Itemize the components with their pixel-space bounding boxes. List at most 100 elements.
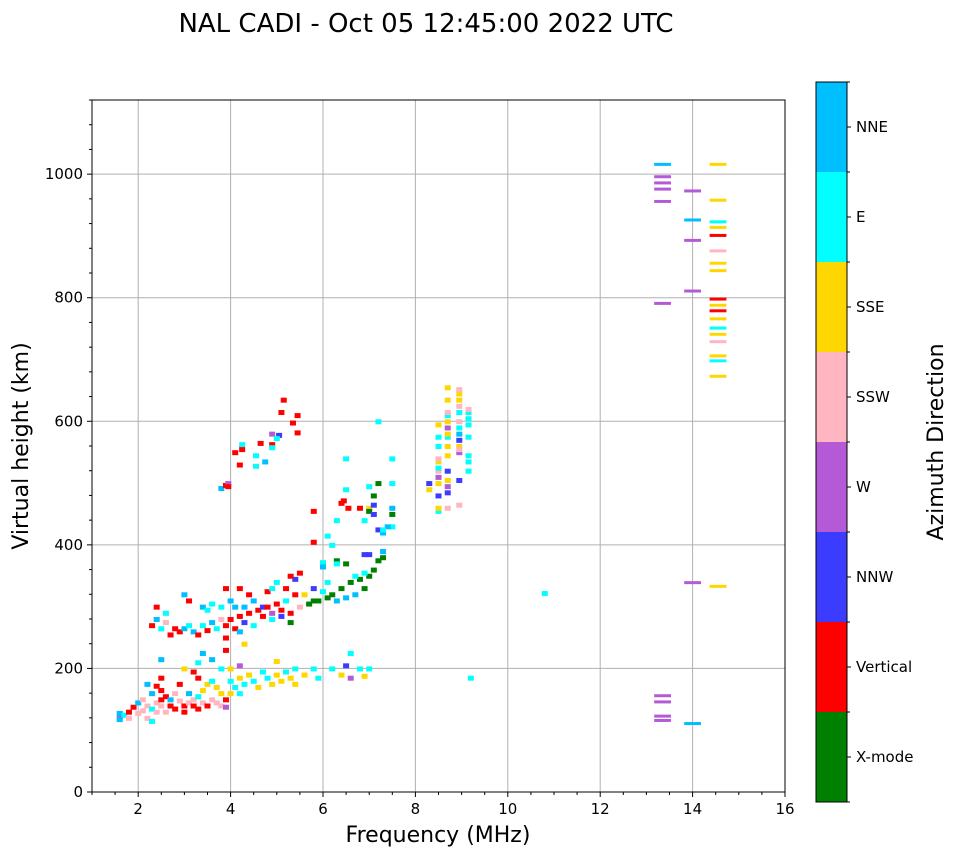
echo-point xyxy=(232,604,239,610)
echo-point xyxy=(329,666,336,672)
echo-point xyxy=(435,456,442,462)
echo-point xyxy=(222,697,229,703)
echo-point xyxy=(456,447,463,453)
echo-point xyxy=(444,397,451,403)
echo-point xyxy=(144,715,151,721)
echo-point xyxy=(324,579,331,585)
echo-point xyxy=(435,444,442,449)
echo-point xyxy=(167,697,174,703)
echo-point xyxy=(259,613,266,619)
colorbar-segment xyxy=(816,82,847,172)
x-tick-label: 16 xyxy=(775,800,794,818)
echo-point xyxy=(709,225,727,229)
echo-point xyxy=(356,576,363,582)
echo-point xyxy=(709,354,727,358)
echo-point xyxy=(172,706,179,712)
colorbar: X-mode Vertical NNW W SSW SSE E NNE xyxy=(815,81,913,803)
echo-point xyxy=(444,385,451,391)
echo-point xyxy=(181,592,188,598)
echo-point xyxy=(465,416,472,422)
echo-point xyxy=(444,425,451,431)
echo-point xyxy=(259,669,266,675)
echo-point xyxy=(181,666,188,672)
echo-point xyxy=(301,592,308,598)
echo-point xyxy=(310,539,317,545)
echo-point xyxy=(195,706,202,712)
echo-point xyxy=(144,681,151,687)
echo-point xyxy=(444,410,451,416)
echo-point xyxy=(709,198,727,202)
echo-point xyxy=(456,387,463,393)
echo-point xyxy=(253,463,260,469)
colorbar-segment xyxy=(816,532,847,622)
echo-point xyxy=(375,419,382,425)
echo-point xyxy=(709,584,727,588)
echo-point xyxy=(190,703,197,709)
echo-point xyxy=(456,397,463,403)
echo-point xyxy=(435,508,442,514)
echo-point xyxy=(709,332,727,336)
echo-point xyxy=(269,617,276,622)
echo-point xyxy=(213,684,220,690)
echo-point xyxy=(456,410,463,416)
echo-point xyxy=(310,666,317,672)
echo-point xyxy=(172,626,179,632)
echo-point xyxy=(370,567,377,573)
echo-point xyxy=(684,218,702,222)
echo-point xyxy=(116,717,123,723)
chart-title: NAL CADI - Oct 05 12:45:00 2022 UTC xyxy=(178,9,673,39)
echo-point xyxy=(356,505,363,511)
echo-point xyxy=(199,650,206,656)
echo-point xyxy=(465,406,472,412)
echo-point xyxy=(456,437,463,443)
echo-point xyxy=(269,586,276,592)
echo-point xyxy=(370,511,377,517)
echo-point xyxy=(278,678,285,684)
echo-point xyxy=(375,481,382,487)
echo-point xyxy=(199,688,206,694)
echo-point xyxy=(352,592,359,598)
x-tick-label: 14 xyxy=(683,800,702,818)
echo-point xyxy=(181,703,188,709)
echo-point xyxy=(329,542,336,548)
echo-point xyxy=(310,586,317,592)
echo-point xyxy=(149,706,156,712)
echo-point xyxy=(158,697,165,703)
echo-point xyxy=(190,629,197,635)
echo-point xyxy=(444,477,451,483)
y-tick-label: 400 xyxy=(54,536,83,554)
echo-point xyxy=(241,604,248,610)
echo-point xyxy=(435,459,442,465)
echo-point xyxy=(654,181,671,185)
echo-point xyxy=(283,586,290,592)
echo-point xyxy=(204,681,211,687)
colorbar-segment xyxy=(816,262,847,352)
echo-point xyxy=(370,493,377,499)
echo-point xyxy=(167,703,174,709)
echo-point xyxy=(209,601,216,607)
echo-point xyxy=(444,505,451,511)
echo-point xyxy=(241,641,248,647)
echo-point xyxy=(380,549,387,555)
x-tick-label: 8 xyxy=(411,800,421,818)
colorbar-segment xyxy=(816,172,847,262)
echo-point xyxy=(333,558,340,564)
echo-point xyxy=(149,623,156,629)
echo-point xyxy=(456,444,463,449)
echo-point xyxy=(444,468,451,474)
echo-point xyxy=(435,422,442,428)
echo-point xyxy=(389,505,396,511)
echo-point xyxy=(709,162,727,166)
echo-point xyxy=(435,493,442,499)
echo-point xyxy=(176,629,183,635)
echo-point xyxy=(199,700,206,706)
echo-point xyxy=(209,697,216,703)
echo-point xyxy=(389,524,396,530)
echo-point xyxy=(218,617,225,622)
colorbar-segment xyxy=(816,622,847,712)
echo-point xyxy=(225,484,232,490)
echo-point xyxy=(153,604,160,610)
echo-point xyxy=(181,709,188,715)
echo-point xyxy=(218,703,225,709)
